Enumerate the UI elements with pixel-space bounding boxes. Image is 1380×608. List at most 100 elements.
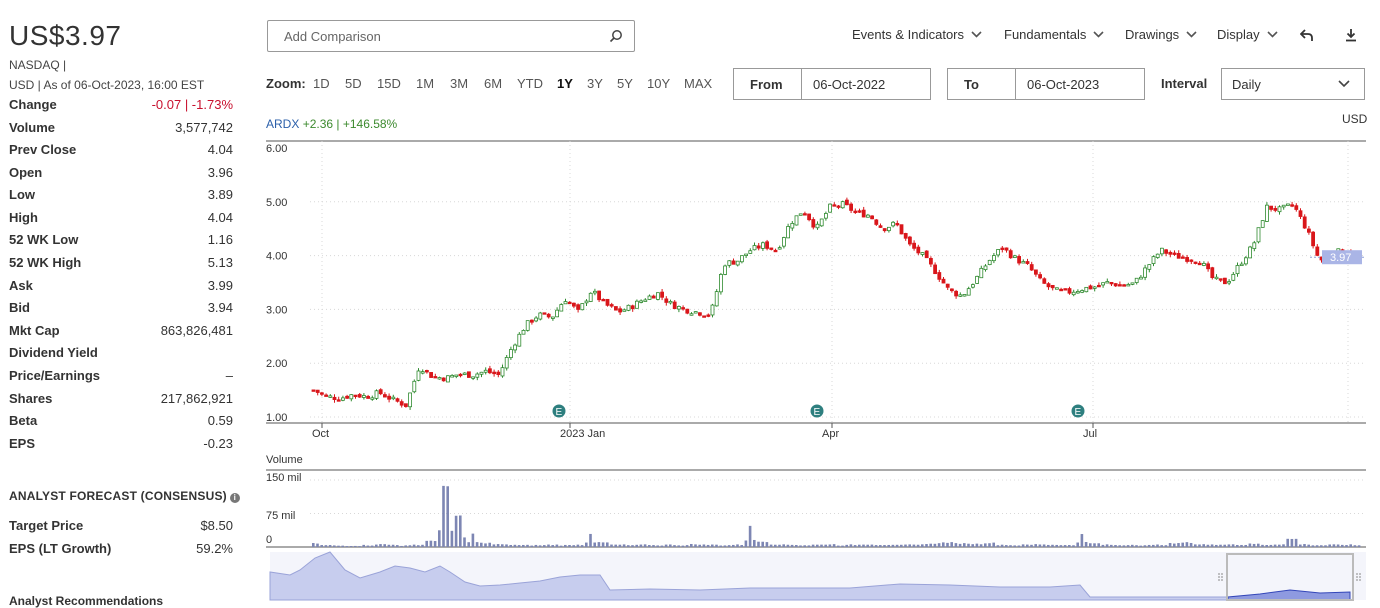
stat-value: -0.07 | -1.73% [151, 97, 233, 112]
handle-dot [1221, 579, 1223, 581]
zoom-3y[interactable]: 3Y [587, 76, 603, 91]
volume-bar [1353, 545, 1357, 547]
candle [727, 260, 732, 266]
volume-bar [1286, 538, 1289, 547]
undo-icon[interactable] [1300, 28, 1314, 42]
candle [735, 260, 740, 266]
info-icon[interactable]: i [229, 493, 240, 503]
display-menu[interactable]: Display [1217, 27, 1278, 42]
zoom-15d[interactable]: 15D [377, 76, 401, 91]
candle [1239, 263, 1244, 267]
stat-row-price-earnings: Price/Earnings – [9, 368, 233, 386]
volume-bar [862, 544, 865, 547]
earnings-event-marker[interactable]: E [552, 404, 566, 419]
candle [1130, 282, 1135, 285]
download-icon[interactable] [1344, 28, 1358, 42]
candle [1126, 284, 1131, 287]
stat-value: 0.59 [207, 413, 233, 428]
candle [1029, 264, 1034, 271]
chevron-down-icon [971, 31, 982, 38]
volume-bar [509, 544, 512, 547]
candle [487, 368, 492, 374]
candle [1281, 204, 1286, 208]
volume-bar [316, 543, 319, 547]
candle [853, 210, 858, 213]
to-date-field[interactable]: To 06-Oct-2023 [947, 68, 1145, 100]
interval-select[interactable]: Daily [1221, 68, 1365, 100]
volume-bar [358, 546, 361, 547]
candle [643, 299, 648, 302]
earnings-event-marker[interactable]: E [1071, 404, 1085, 419]
volume-bar [1273, 544, 1277, 547]
from-date-value[interactable]: 06-Oct-2022 [813, 76, 886, 92]
zoom-ytd[interactable]: YTD [517, 76, 543, 91]
volume-bar [438, 530, 441, 547]
to-date-value[interactable]: 06-Oct-2023 [1027, 76, 1100, 92]
volume-bar [1013, 545, 1016, 547]
volume-bar [576, 544, 580, 547]
candle [626, 304, 631, 311]
candle [1181, 256, 1185, 259]
candle [635, 300, 639, 309]
navigator-handle[interactable] [1356, 573, 1361, 581]
volume-bar [719, 545, 722, 547]
candle [681, 307, 685, 310]
events-indicators-menu[interactable]: Events & Indicators [852, 27, 982, 42]
candle [1013, 255, 1017, 258]
candle [1265, 204, 1269, 222]
earnings-event-marker[interactable]: E [810, 404, 824, 419]
fundamentals-menu[interactable]: Fundamentals [1004, 27, 1104, 42]
volume-bar [774, 544, 777, 547]
candle [588, 292, 593, 302]
volume-bar [555, 544, 559, 547]
zoom-max[interactable]: MAX [684, 76, 713, 91]
x-tick-label: Apr [822, 428, 839, 440]
zoom-6m[interactable]: 6M [484, 76, 503, 91]
candle [521, 330, 526, 335]
zoom-1m[interactable]: 1M [416, 76, 435, 91]
candle [445, 375, 450, 383]
volume-bar [375, 544, 378, 547]
volume-bar [916, 544, 920, 547]
volume-bar [988, 543, 991, 547]
candle [1206, 263, 1210, 270]
stat-value: – [225, 368, 233, 383]
candle [874, 219, 879, 225]
volume-bar [1294, 538, 1298, 547]
from-date-field[interactable]: From 06-Oct-2022 [733, 68, 931, 100]
y-tick-label: 1.00 [266, 412, 287, 424]
candle [479, 371, 484, 375]
add-comparison-input[interactable]: Add Comparison [267, 20, 635, 52]
zoom-1y[interactable]: 1Y [557, 76, 573, 91]
volume-bar [958, 543, 962, 547]
zoom-5y[interactable]: 5Y [617, 76, 633, 91]
volume-bar [740, 545, 743, 547]
volume-bar [845, 544, 848, 547]
stat-value: $8.50 [200, 518, 233, 533]
volume-bar [677, 545, 680, 547]
zoom-3m[interactable]: 3M [450, 76, 469, 91]
volume-bar [589, 533, 592, 547]
zoom-1d[interactable]: 1D [313, 76, 330, 91]
candle [1008, 250, 1013, 259]
volume-bar [391, 544, 395, 547]
zoom-5d[interactable]: 5D [345, 76, 362, 91]
volume-bar [1080, 534, 1084, 547]
drawings-menu[interactable]: Drawings [1125, 27, 1197, 42]
candle [530, 319, 534, 323]
volume-bar [1219, 544, 1222, 547]
volume-bar [1164, 545, 1168, 547]
navigator-handle[interactable] [1218, 573, 1223, 581]
volume-bar [996, 545, 1000, 547]
search-icon[interactable] [609, 29, 623, 43]
volume-bar [1315, 545, 1319, 547]
ticker-symbol[interactable]: ARDX [266, 117, 300, 131]
stat-value: 3.96 [207, 165, 233, 180]
zoom-10y[interactable]: 10Y [647, 76, 671, 91]
candle [517, 333, 522, 347]
volume-bar [1089, 543, 1092, 547]
candle [500, 367, 505, 377]
menu-label: Display [1217, 27, 1260, 42]
candle [1000, 247, 1005, 250]
